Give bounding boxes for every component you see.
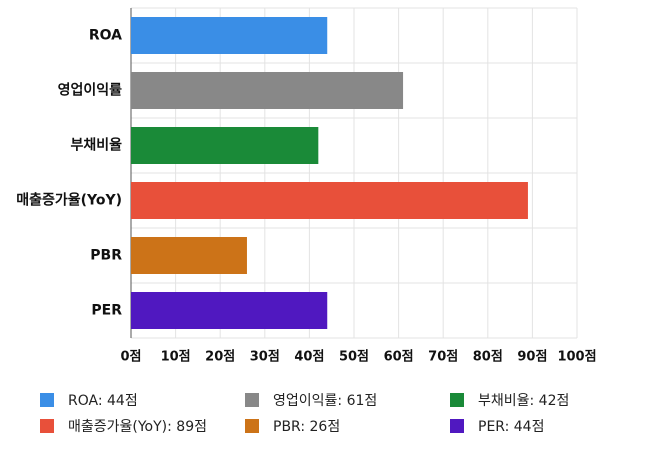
bar [131, 292, 328, 329]
bar [131, 182, 528, 219]
x-tick-label: 80점 [473, 350, 503, 365]
category-label: PER [91, 303, 122, 319]
category-label: 영업이익률 [58, 82, 123, 99]
legend-label: ROA: 44점 [68, 393, 138, 409]
x-tick-label: 20점 [205, 350, 235, 365]
x-tick-label: 100점 [557, 350, 596, 365]
category-label: 매출증가율(YoY) [16, 192, 122, 209]
x-tick-label: 30점 [250, 350, 280, 365]
x-tick-label: 90점 [517, 350, 547, 365]
legend-item: 매출증가율(YoY): 89점 [40, 416, 207, 436]
legend-swatch [450, 419, 464, 433]
x-tick-label: 10점 [161, 350, 191, 365]
legend-item: ROA: 44점 [40, 390, 138, 410]
legend-label: PER: 44점 [478, 419, 545, 435]
legend-item: PER: 44점 [450, 416, 544, 436]
bar [131, 17, 328, 54]
legend-swatch [40, 393, 54, 407]
x-tick-label: 60점 [384, 350, 414, 365]
legend-item: PBR: 26점 [245, 416, 340, 436]
legend-label: 영업이익률: 61점 [273, 393, 378, 409]
grid [130, 7, 578, 339]
bar [131, 237, 247, 274]
legend-label: 매출증가율(YoY): 89점 [68, 419, 207, 435]
legend-swatch [245, 419, 259, 433]
category-label: PBR [90, 248, 122, 264]
legend-swatch [245, 393, 259, 407]
bar [131, 127, 319, 164]
x-tick-label: 50점 [339, 350, 369, 365]
x-tick-label: 70점 [428, 350, 458, 365]
legend-label: 부채비율: 42점 [478, 393, 570, 409]
category-label: 부채비율 [70, 137, 122, 154]
x-tick-label: 0점 [120, 350, 141, 365]
legend-item: 영업이익률: 61점 [245, 390, 377, 410]
legend-swatch [40, 419, 54, 433]
category-label: ROA [89, 28, 122, 44]
legend-swatch [450, 393, 464, 407]
x-tick-labels: 0점 10점 20점 30점 40점 50점 60점 70점 80점 90점 100점 [120, 350, 596, 365]
legend-label: PBR: 26점 [273, 419, 341, 435]
bars [131, 17, 528, 329]
bar [131, 72, 404, 109]
legend-item: 부채비율: 42점 [450, 390, 569, 410]
x-tick-label: 40점 [294, 350, 324, 365]
